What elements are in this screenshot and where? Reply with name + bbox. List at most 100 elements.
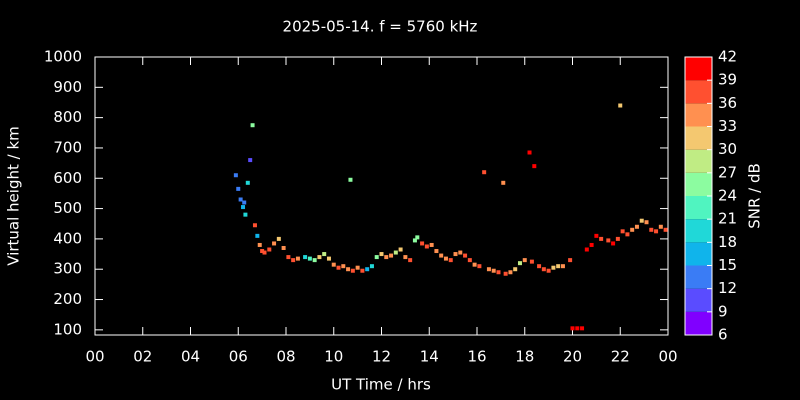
data-point (374, 255, 379, 260)
x-tick-label: 22 (611, 348, 630, 366)
colorbar-band (685, 172, 712, 196)
data-point (341, 264, 346, 269)
y-tick-label: 500 (53, 199, 82, 217)
colorbar-tick-label: 15 (718, 256, 737, 274)
data-point (281, 245, 286, 250)
data-point (537, 264, 542, 269)
x-tick-label: 10 (324, 348, 343, 366)
y-tick-label: 800 (53, 108, 82, 126)
data-point (625, 232, 630, 237)
data-point (508, 270, 513, 275)
data-point (503, 271, 508, 276)
colorbar-tick-label: 9 (718, 302, 728, 320)
data-point (355, 265, 360, 270)
colorbar-tick-label: 33 (718, 117, 737, 135)
data-point (606, 238, 611, 243)
data-point (245, 180, 250, 185)
x-axis-label: UT Time / hrs (331, 376, 431, 394)
y-tick-label: 300 (53, 260, 82, 278)
data-point (241, 205, 246, 210)
data-point (365, 267, 370, 272)
data-point (477, 264, 482, 269)
data-point (551, 265, 556, 270)
data-point (250, 123, 255, 128)
colorbar-tick-label: 6 (718, 326, 728, 344)
data-point (486, 267, 491, 272)
colorbar-band (685, 80, 712, 104)
colorbar-tick-label: 42 (718, 48, 737, 66)
data-point (620, 229, 625, 234)
colorbar-band (685, 311, 712, 335)
x-tick-label: 18 (515, 348, 534, 366)
data-point (369, 264, 374, 269)
y-tick-label: 200 (53, 290, 82, 308)
data-point (346, 267, 351, 272)
data-point (303, 255, 308, 260)
y-tick-label: 600 (53, 169, 82, 187)
data-point (307, 256, 312, 261)
data-point (439, 253, 444, 258)
data-point (615, 236, 620, 241)
data-point (312, 258, 317, 263)
data-point (599, 236, 604, 241)
data-point (658, 224, 663, 229)
data-point (501, 180, 506, 185)
x-tick-label: 02 (133, 348, 152, 366)
data-point (472, 262, 477, 267)
data-point (443, 256, 448, 261)
data-point (398, 247, 403, 252)
colorbar-tick-label: 30 (718, 140, 737, 158)
colorbar-tick-label: 21 (718, 210, 737, 228)
data-point (262, 250, 267, 255)
data-point (424, 244, 429, 249)
data-point (272, 241, 277, 246)
data-point (350, 268, 355, 273)
data-point (379, 252, 384, 257)
data-point (522, 258, 527, 263)
y-tick-label: 900 (53, 78, 82, 96)
colorbar-tick-label: 36 (718, 94, 737, 112)
data-point (429, 242, 434, 247)
data-point (575, 326, 580, 331)
y-tick-label: 100 (53, 320, 82, 338)
colorbar-tick-label: 12 (718, 279, 737, 297)
data-point (491, 268, 496, 273)
data-point (257, 242, 262, 247)
colorbar-tick-label: 39 (718, 71, 737, 89)
data-point (634, 224, 639, 229)
colorbar-band (685, 242, 712, 266)
colorbar-band (685, 126, 712, 150)
data-point (238, 197, 243, 202)
data-point (448, 258, 453, 263)
colorbar-band (685, 288, 712, 312)
data-point (541, 267, 546, 272)
data-point (420, 241, 425, 246)
data-point (412, 238, 417, 243)
y-tick-label: 1000 (44, 48, 82, 66)
data-point (611, 241, 616, 246)
data-point (618, 103, 623, 108)
data-point (434, 249, 439, 254)
data-point (336, 265, 341, 270)
data-point (496, 270, 501, 275)
colorbar-tick-label: 24 (718, 187, 737, 205)
data-point (317, 255, 322, 260)
data-point (248, 158, 253, 163)
data-point (415, 235, 420, 240)
data-point (233, 173, 238, 178)
chart-title: 2025-05-14. f = 5760 kHz (283, 18, 478, 36)
x-tick-label: 20 (563, 348, 582, 366)
data-point (389, 253, 394, 258)
data-point (255, 233, 260, 238)
data-point (654, 229, 659, 234)
colorbar-tick-label: 27 (718, 163, 737, 181)
data-point (236, 186, 241, 191)
x-tick-label: 04 (181, 348, 200, 366)
data-point (276, 236, 281, 241)
data-point (556, 264, 561, 269)
data-point (348, 177, 353, 182)
data-point (644, 220, 649, 225)
data-point (408, 258, 413, 263)
data-point (384, 255, 389, 260)
